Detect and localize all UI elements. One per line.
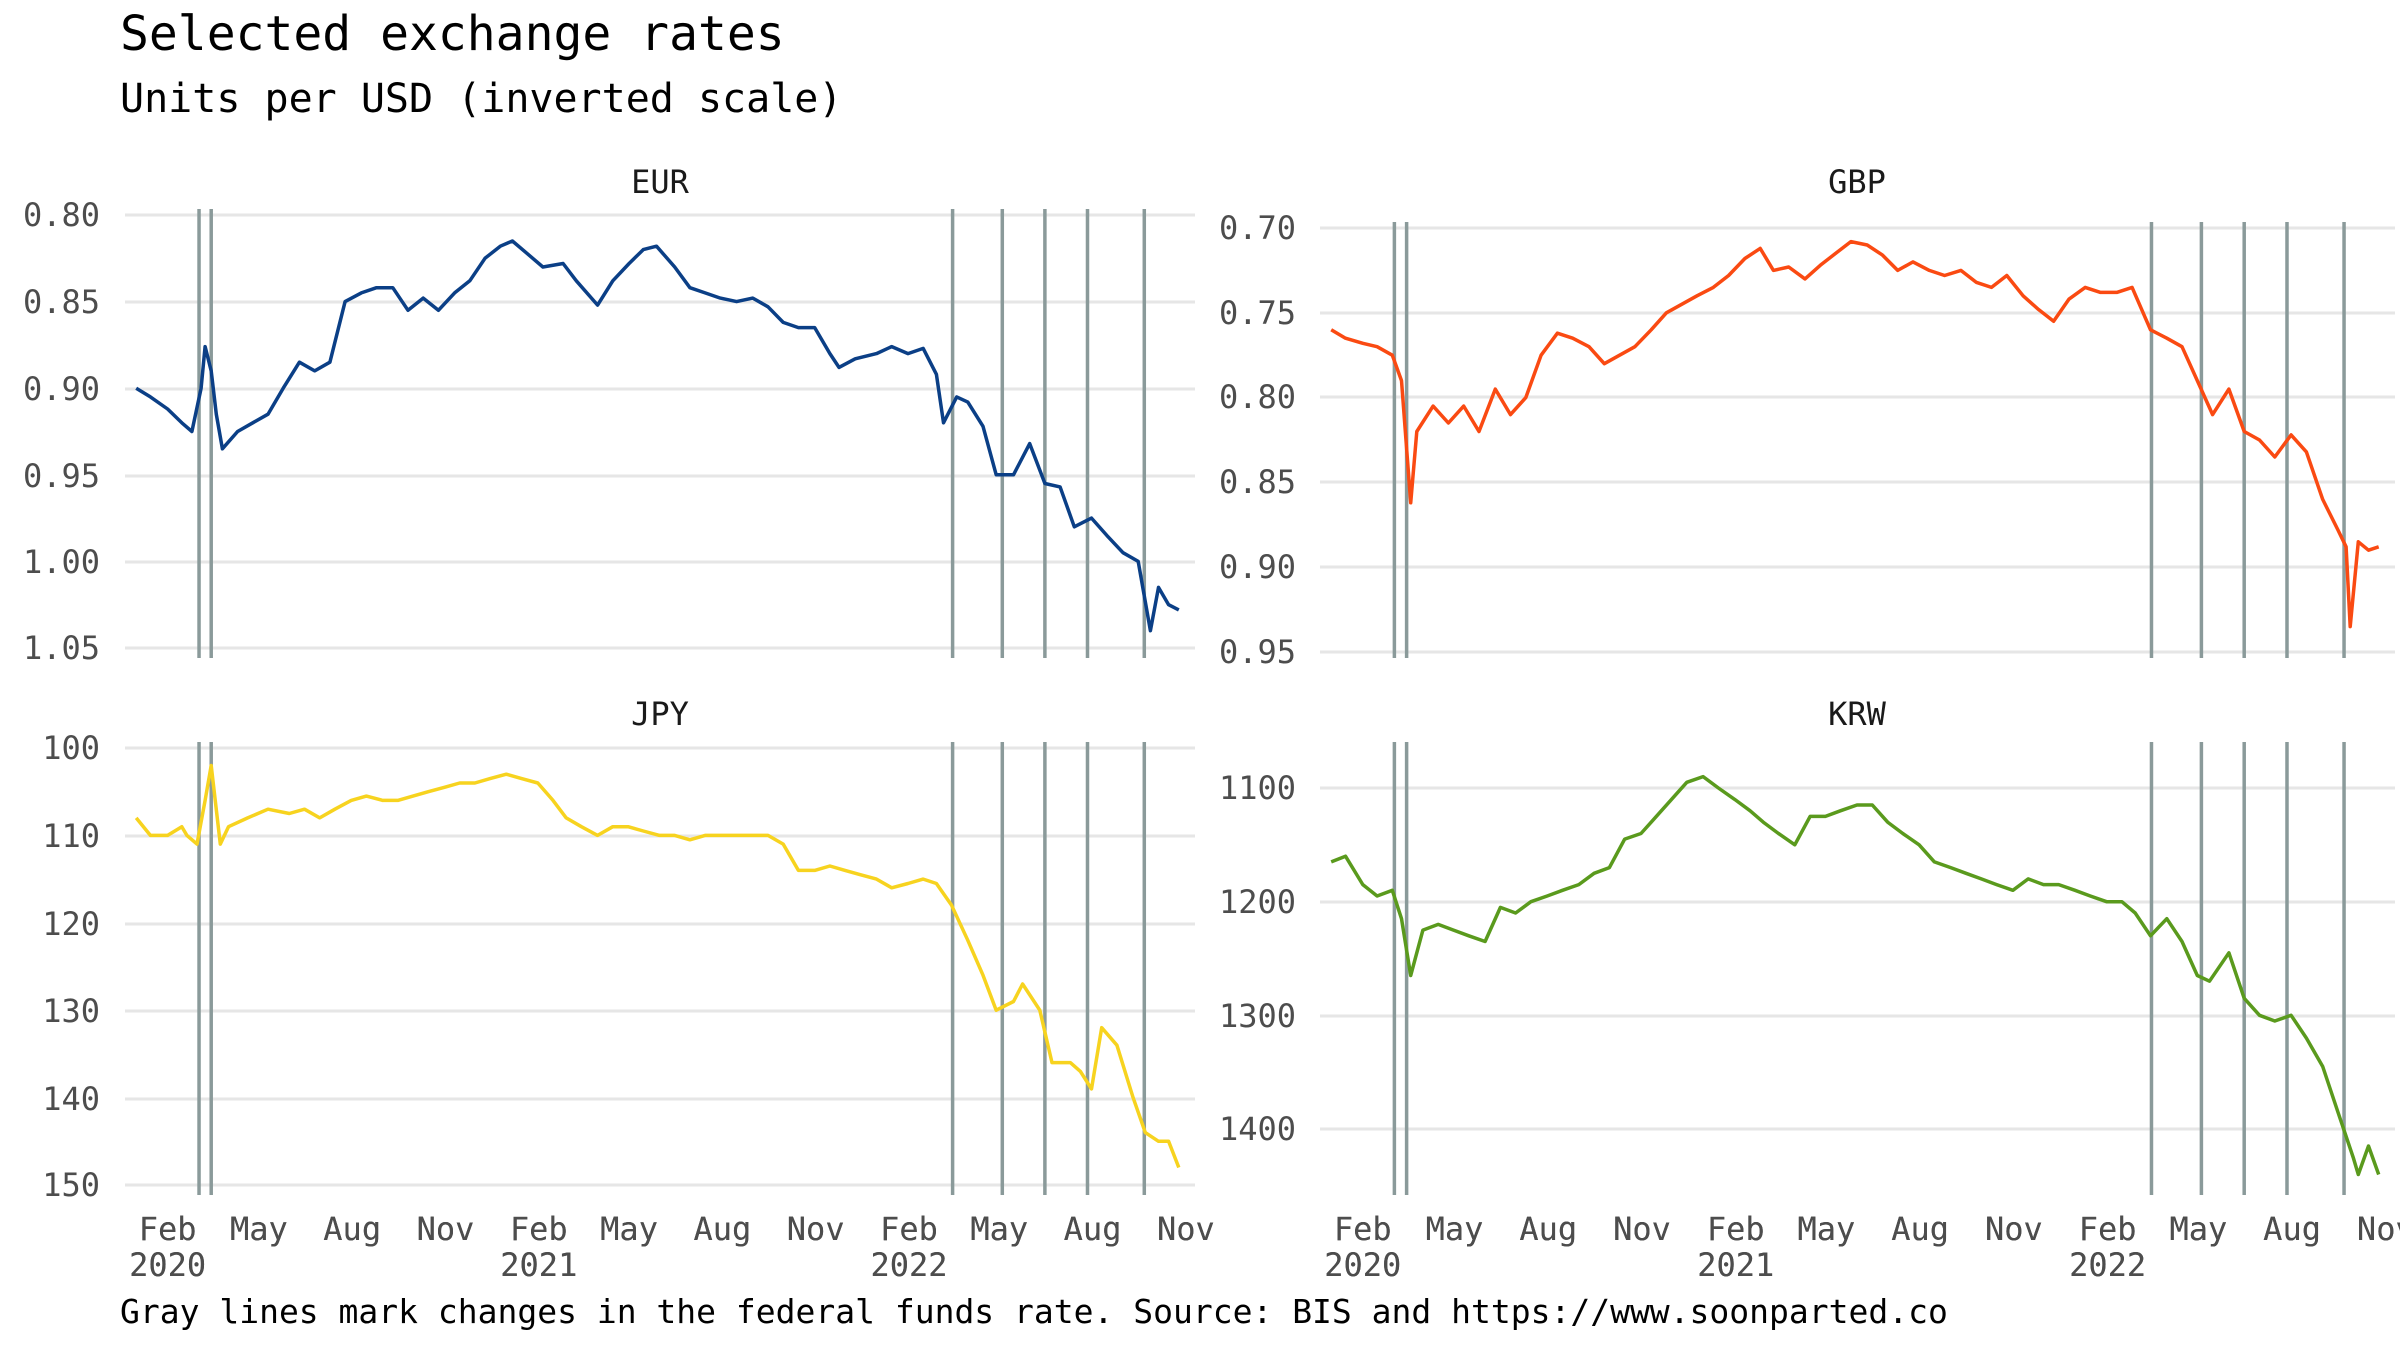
x-tick-label: Nov xyxy=(1613,1210,1671,1248)
panel-title: KRW xyxy=(1828,695,1887,733)
x-tick-label: Feb xyxy=(1707,1210,1765,1248)
x-tick-label: May xyxy=(230,1210,288,1248)
series-line-gbp xyxy=(1330,239,2380,629)
y-tick-label: 150 xyxy=(42,1166,100,1204)
x-tick-label: Aug xyxy=(1891,1210,1949,1248)
y-tick-label: 1.00 xyxy=(23,543,100,581)
y-tick-label: 0.75 xyxy=(1219,294,1296,332)
y-tick-label: 120 xyxy=(42,905,100,943)
x-tick-label: May xyxy=(2169,1210,2227,1248)
y-tick-label: 1100 xyxy=(1219,769,1296,807)
x-tick-label: Nov xyxy=(1985,1210,2043,1248)
x-tick-label: Feb xyxy=(510,1210,568,1248)
panel-title: JPY xyxy=(631,695,689,733)
x-tick-label: Feb xyxy=(880,1210,938,1248)
y-tick-label: 0.80 xyxy=(23,196,100,234)
panel-title: EUR xyxy=(631,163,690,201)
series-line-jpy xyxy=(134,763,1181,1169)
x-tick-label: Aug xyxy=(1519,1210,1577,1248)
y-tick-label: 1300 xyxy=(1219,997,1296,1035)
x-tick-label: Feb xyxy=(1334,1210,1392,1248)
x-tick-year-label: 2021 xyxy=(500,1246,577,1284)
x-tick-label: Aug xyxy=(2263,1210,2321,1248)
y-tick-label: 0.95 xyxy=(1219,633,1296,671)
x-tick-year-label: 2020 xyxy=(1324,1246,1401,1284)
x-tick-label: Aug xyxy=(323,1210,381,1248)
x-tick-year-label: 2020 xyxy=(129,1246,206,1284)
x-tick-label: Nov xyxy=(417,1210,475,1248)
x-tick-label: Nov xyxy=(1985,1210,2043,1248)
x-tick-label: Nov xyxy=(417,1210,475,1248)
panel-title: GBP xyxy=(1828,163,1886,201)
x-tick-label: Nov xyxy=(2357,1210,2400,1248)
x-tick-label: Aug xyxy=(1519,1210,1577,1248)
x-tick-label: Aug xyxy=(693,1210,751,1248)
y-tick-label: 0.90 xyxy=(23,370,100,408)
x-tick-label: Feb xyxy=(880,1210,938,1248)
x-tick-label: May xyxy=(1798,1210,1856,1248)
y-tick-label: 0.70 xyxy=(1219,209,1296,247)
x-tick-label: Nov xyxy=(1157,1210,1215,1248)
x-tick-label: Feb xyxy=(510,1210,568,1248)
y-tick-label: 1400 xyxy=(1219,1110,1296,1148)
x-tick-label: May xyxy=(2169,1210,2227,1248)
y-tick-label: 110 xyxy=(42,817,100,855)
x-tick-year-label: 2021 xyxy=(1697,1246,1774,1284)
x-tick-label: Aug xyxy=(693,1210,751,1248)
x-tick-label: Aug xyxy=(1891,1210,1949,1248)
x-tick-year-label: 2022 xyxy=(870,1246,947,1284)
y-tick-label: 130 xyxy=(42,992,100,1030)
x-tick-label: Nov xyxy=(787,1210,845,1248)
x-tick-year-label: 2021 xyxy=(500,1246,577,1284)
x-tick-label: Feb xyxy=(139,1210,197,1248)
y-tick-label: 1.05 xyxy=(23,629,100,667)
x-tick-label: May xyxy=(1426,1210,1484,1248)
x-tick-label: May xyxy=(970,1210,1028,1248)
x-tick-label: May xyxy=(1798,1210,1856,1248)
y-tick-label: 1200 xyxy=(1219,883,1296,921)
y-tick-label: 0.80 xyxy=(1219,378,1296,416)
x-tick-label: May xyxy=(970,1210,1028,1248)
x-tick-label: Feb xyxy=(2079,1210,2137,1248)
y-tick-label: 0.85 xyxy=(1219,463,1296,501)
x-tick-year-label: 2020 xyxy=(1324,1246,1401,1284)
x-tick-label: Nov xyxy=(1157,1210,1215,1248)
y-tick-label: 0.85 xyxy=(23,283,100,321)
x-tick-label: Feb xyxy=(139,1210,197,1248)
x-tick-label: Aug xyxy=(323,1210,381,1248)
chart-subtitle: Units per USD (inverted scale) xyxy=(120,76,843,122)
x-tick-label: Feb xyxy=(1707,1210,1765,1248)
x-tick-label: Nov xyxy=(1613,1210,1671,1248)
x-tick-label: May xyxy=(600,1210,658,1248)
y-tick-label: 0.90 xyxy=(1219,548,1296,586)
x-tick-label: Nov xyxy=(787,1210,845,1248)
x-tick-label: May xyxy=(230,1210,288,1248)
x-tick-label: Aug xyxy=(1064,1210,1122,1248)
x-tick-label: Aug xyxy=(1064,1210,1122,1248)
x-tick-label: Nov xyxy=(2357,1210,2400,1248)
y-tick-label: 140 xyxy=(42,1080,100,1118)
x-tick-year-label: 2022 xyxy=(2069,1246,2146,1284)
x-tick-label: May xyxy=(600,1210,658,1248)
chart-title: Selected exchange rates xyxy=(120,6,785,62)
chart-caption: Gray lines mark changes in the federal f… xyxy=(120,1292,1948,1331)
series-line-eur xyxy=(135,239,1180,633)
y-tick-label: 100 xyxy=(42,729,100,767)
series-line-krw xyxy=(1330,774,2381,1177)
x-tick-label: Feb xyxy=(1334,1210,1392,1248)
x-tick-label: Aug xyxy=(2263,1210,2321,1248)
x-tick-year-label: 2022 xyxy=(870,1246,947,1284)
x-tick-year-label: 2022 xyxy=(2069,1246,2146,1284)
x-tick-year-label: 2021 xyxy=(1697,1246,1774,1284)
x-tick-label: Feb xyxy=(2079,1210,2137,1248)
x-tick-label: May xyxy=(1426,1210,1484,1248)
x-tick-year-label: 2020 xyxy=(129,1246,206,1284)
y-tick-label: 0.95 xyxy=(23,457,100,495)
